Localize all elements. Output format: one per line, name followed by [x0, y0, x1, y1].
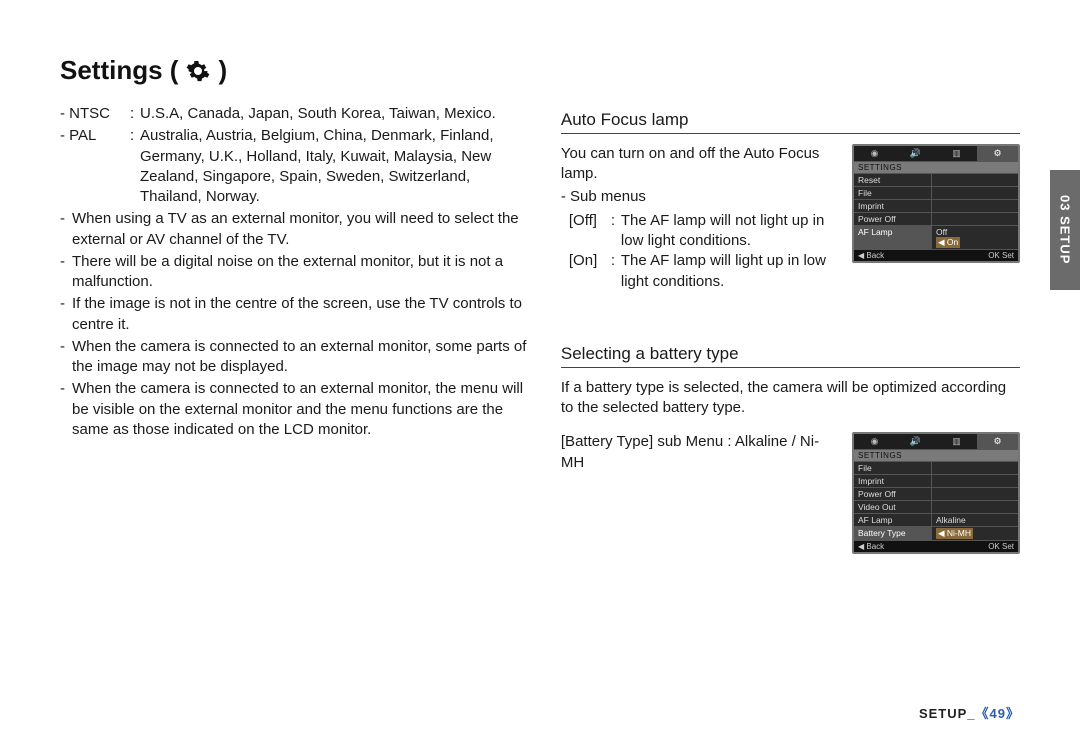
menu-cell-value	[932, 462, 1018, 474]
menu-foot-ok: OK Set	[988, 542, 1014, 551]
menu-cell-label: AF Lamp	[854, 226, 932, 249]
menu-cell-value	[932, 488, 1018, 500]
ntsc-label: - NTSC	[60, 104, 130, 124]
af-heading: Auto Focus lamp	[561, 110, 1020, 134]
menu-cell-value	[932, 213, 1018, 225]
menu-tabs-2: ◉ 🔊 ▥ ⚙	[854, 434, 1018, 450]
bullet-4: - When the camera is connected to an ext…	[60, 337, 529, 378]
menu-cell-value: Off◀ On	[932, 226, 1018, 249]
bullet-5: - When the camera is connected to an ext…	[60, 379, 529, 440]
footer-page-num: 《49》	[976, 706, 1020, 721]
right-column: Auto Focus lamp You can turn on and off …	[561, 104, 1020, 554]
af-off-row: [Off] : The AF lamp will not light up in…	[569, 211, 842, 252]
pal-label: - PAL	[60, 126, 130, 207]
menu-cell-value	[932, 501, 1018, 513]
page-footer: SETUP_《49》	[919, 703, 1020, 722]
menu-row: AF LampOff◀ On	[854, 225, 1018, 249]
menu-row: File	[854, 186, 1018, 199]
menu-cell-value	[932, 174, 1018, 186]
menu-cell-label: Reset	[854, 174, 932, 186]
menu-row: Video Out	[854, 500, 1018, 513]
pal-row: - PAL : Australia, Austria, Belgium, Chi…	[60, 126, 529, 207]
af-off-sep: :	[611, 211, 621, 252]
battery-intro: If a battery type is selected, the camer…	[561, 378, 1020, 419]
menu-cell-label: Imprint	[854, 475, 932, 487]
menu-cell-label: Imprint	[854, 200, 932, 212]
menu-header: SETTINGS	[854, 162, 1018, 173]
af-sub-label: - Sub menus	[561, 187, 842, 207]
menu-screenshot-battery: ◉ 🔊 ▥ ⚙ SETTINGS FileImprintPower OffVid…	[852, 432, 1020, 554]
af-off-key: [Off]	[569, 211, 611, 252]
menu-cell-value	[932, 187, 1018, 199]
ntsc-row: - NTSC : U.S.A, Canada, Japan, South Kor…	[60, 104, 529, 124]
ntsc-val: U.S.A, Canada, Japan, South Korea, Taiwa…	[140, 104, 529, 124]
page-title: Settings (	[60, 55, 178, 86]
display-tab-icon: ▥	[936, 434, 977, 449]
ntsc-sep: :	[130, 104, 140, 124]
sound-tab-icon: 🔊	[895, 146, 936, 161]
menu-cell-value: Alkaline	[932, 514, 1018, 526]
battery-line2: [Battery Type] sub Menu : Alkaline / Ni-…	[561, 432, 842, 473]
af-on-val: The AF lamp will light up in low light c…	[621, 251, 842, 292]
footer-label: SETUP_	[919, 706, 976, 721]
menu-row: Power Off	[854, 212, 1018, 225]
menu-foot-back: ◀ Back	[858, 542, 884, 551]
menu-tabs: ◉ 🔊 ▥ ⚙	[854, 146, 1018, 162]
menu-row: Reset	[854, 173, 1018, 186]
menu-row: Power Off	[854, 487, 1018, 500]
menu-row: Battery Type◀ Ni-MH	[854, 526, 1018, 540]
menu-foot-ok: OK Set	[988, 251, 1014, 260]
bullet-1: - When using a TV as an external monitor…	[60, 209, 529, 250]
battery-heading: Selecting a battery type	[561, 344, 1020, 368]
af-block: You can turn on and off the Auto Focus l…	[561, 144, 1020, 292]
page: Settings ( ) - NTSC : U.S.A, Canada, Jap…	[60, 55, 1020, 554]
display-tab-icon: ▥	[936, 146, 977, 161]
pal-val: Australia, Austria, Belgium, China, Denm…	[140, 126, 529, 207]
page-title-close: )	[218, 55, 227, 86]
gear-icon	[186, 59, 210, 83]
bullet-2: - There will be a digital noise on the e…	[60, 252, 529, 293]
settings-tab-icon: ⚙	[977, 146, 1018, 161]
menu-row: Imprint	[854, 199, 1018, 212]
settings-tab-icon: ⚙	[977, 434, 1018, 449]
af-off-val: The AF lamp will not light up in low lig…	[621, 211, 842, 252]
left-column: - NTSC : U.S.A, Canada, Japan, South Kor…	[60, 104, 529, 554]
pal-sep: :	[130, 126, 140, 207]
menu-screenshot-af: ◉ 🔊 ▥ ⚙ SETTINGS ResetFileImprintPower O…	[852, 144, 1020, 263]
af-intro: You can turn on and off the Auto Focus l…	[561, 144, 842, 185]
menu-cell-label: File	[854, 187, 932, 199]
menu-cell-value: ◀ Ni-MH	[932, 527, 1018, 540]
menu-footer: ◀ Back OK Set	[854, 249, 1018, 261]
menu-cell-label: File	[854, 462, 932, 474]
menu-row: AF LampAlkaline	[854, 513, 1018, 526]
menu-header-2: SETTINGS	[854, 450, 1018, 461]
af-text: You can turn on and off the Auto Focus l…	[561, 144, 842, 292]
menu-cell-value	[932, 475, 1018, 487]
sound-tab-icon: 🔊	[895, 434, 936, 449]
camera-tab-icon: ◉	[854, 146, 895, 161]
side-tab: 03 SETUP	[1050, 170, 1080, 290]
menu-cell-label: Power Off	[854, 213, 932, 225]
battery-row: [Battery Type] sub Menu : Alkaline / Ni-…	[561, 432, 1020, 554]
menu-row: Imprint	[854, 474, 1018, 487]
menu-foot-back: ◀ Back	[858, 251, 884, 260]
menu-cell-label: AF Lamp	[854, 514, 932, 526]
af-on-sep: :	[611, 251, 621, 292]
af-sub-list: [Off] : The AF lamp will not light up in…	[561, 211, 842, 292]
af-on-key: [On]	[569, 251, 611, 292]
menu-cell-label: Power Off	[854, 488, 932, 500]
menu-footer: ◀ Back OK Set	[854, 540, 1018, 552]
title-row: Settings ( )	[60, 55, 1020, 86]
menu-row: File	[854, 461, 1018, 474]
menu-cell-label: Battery Type	[854, 527, 932, 540]
columns: - NTSC : U.S.A, Canada, Japan, South Kor…	[60, 104, 1020, 554]
af-on-row: [On] : The AF lamp will light up in low …	[569, 251, 842, 292]
menu-cell-label: Video Out	[854, 501, 932, 513]
battery-section: Selecting a battery type If a battery ty…	[561, 344, 1020, 555]
bullet-3: - If the image is not in the centre of t…	[60, 294, 529, 335]
menu-cell-value	[932, 200, 1018, 212]
camera-tab-icon: ◉	[854, 434, 895, 449]
